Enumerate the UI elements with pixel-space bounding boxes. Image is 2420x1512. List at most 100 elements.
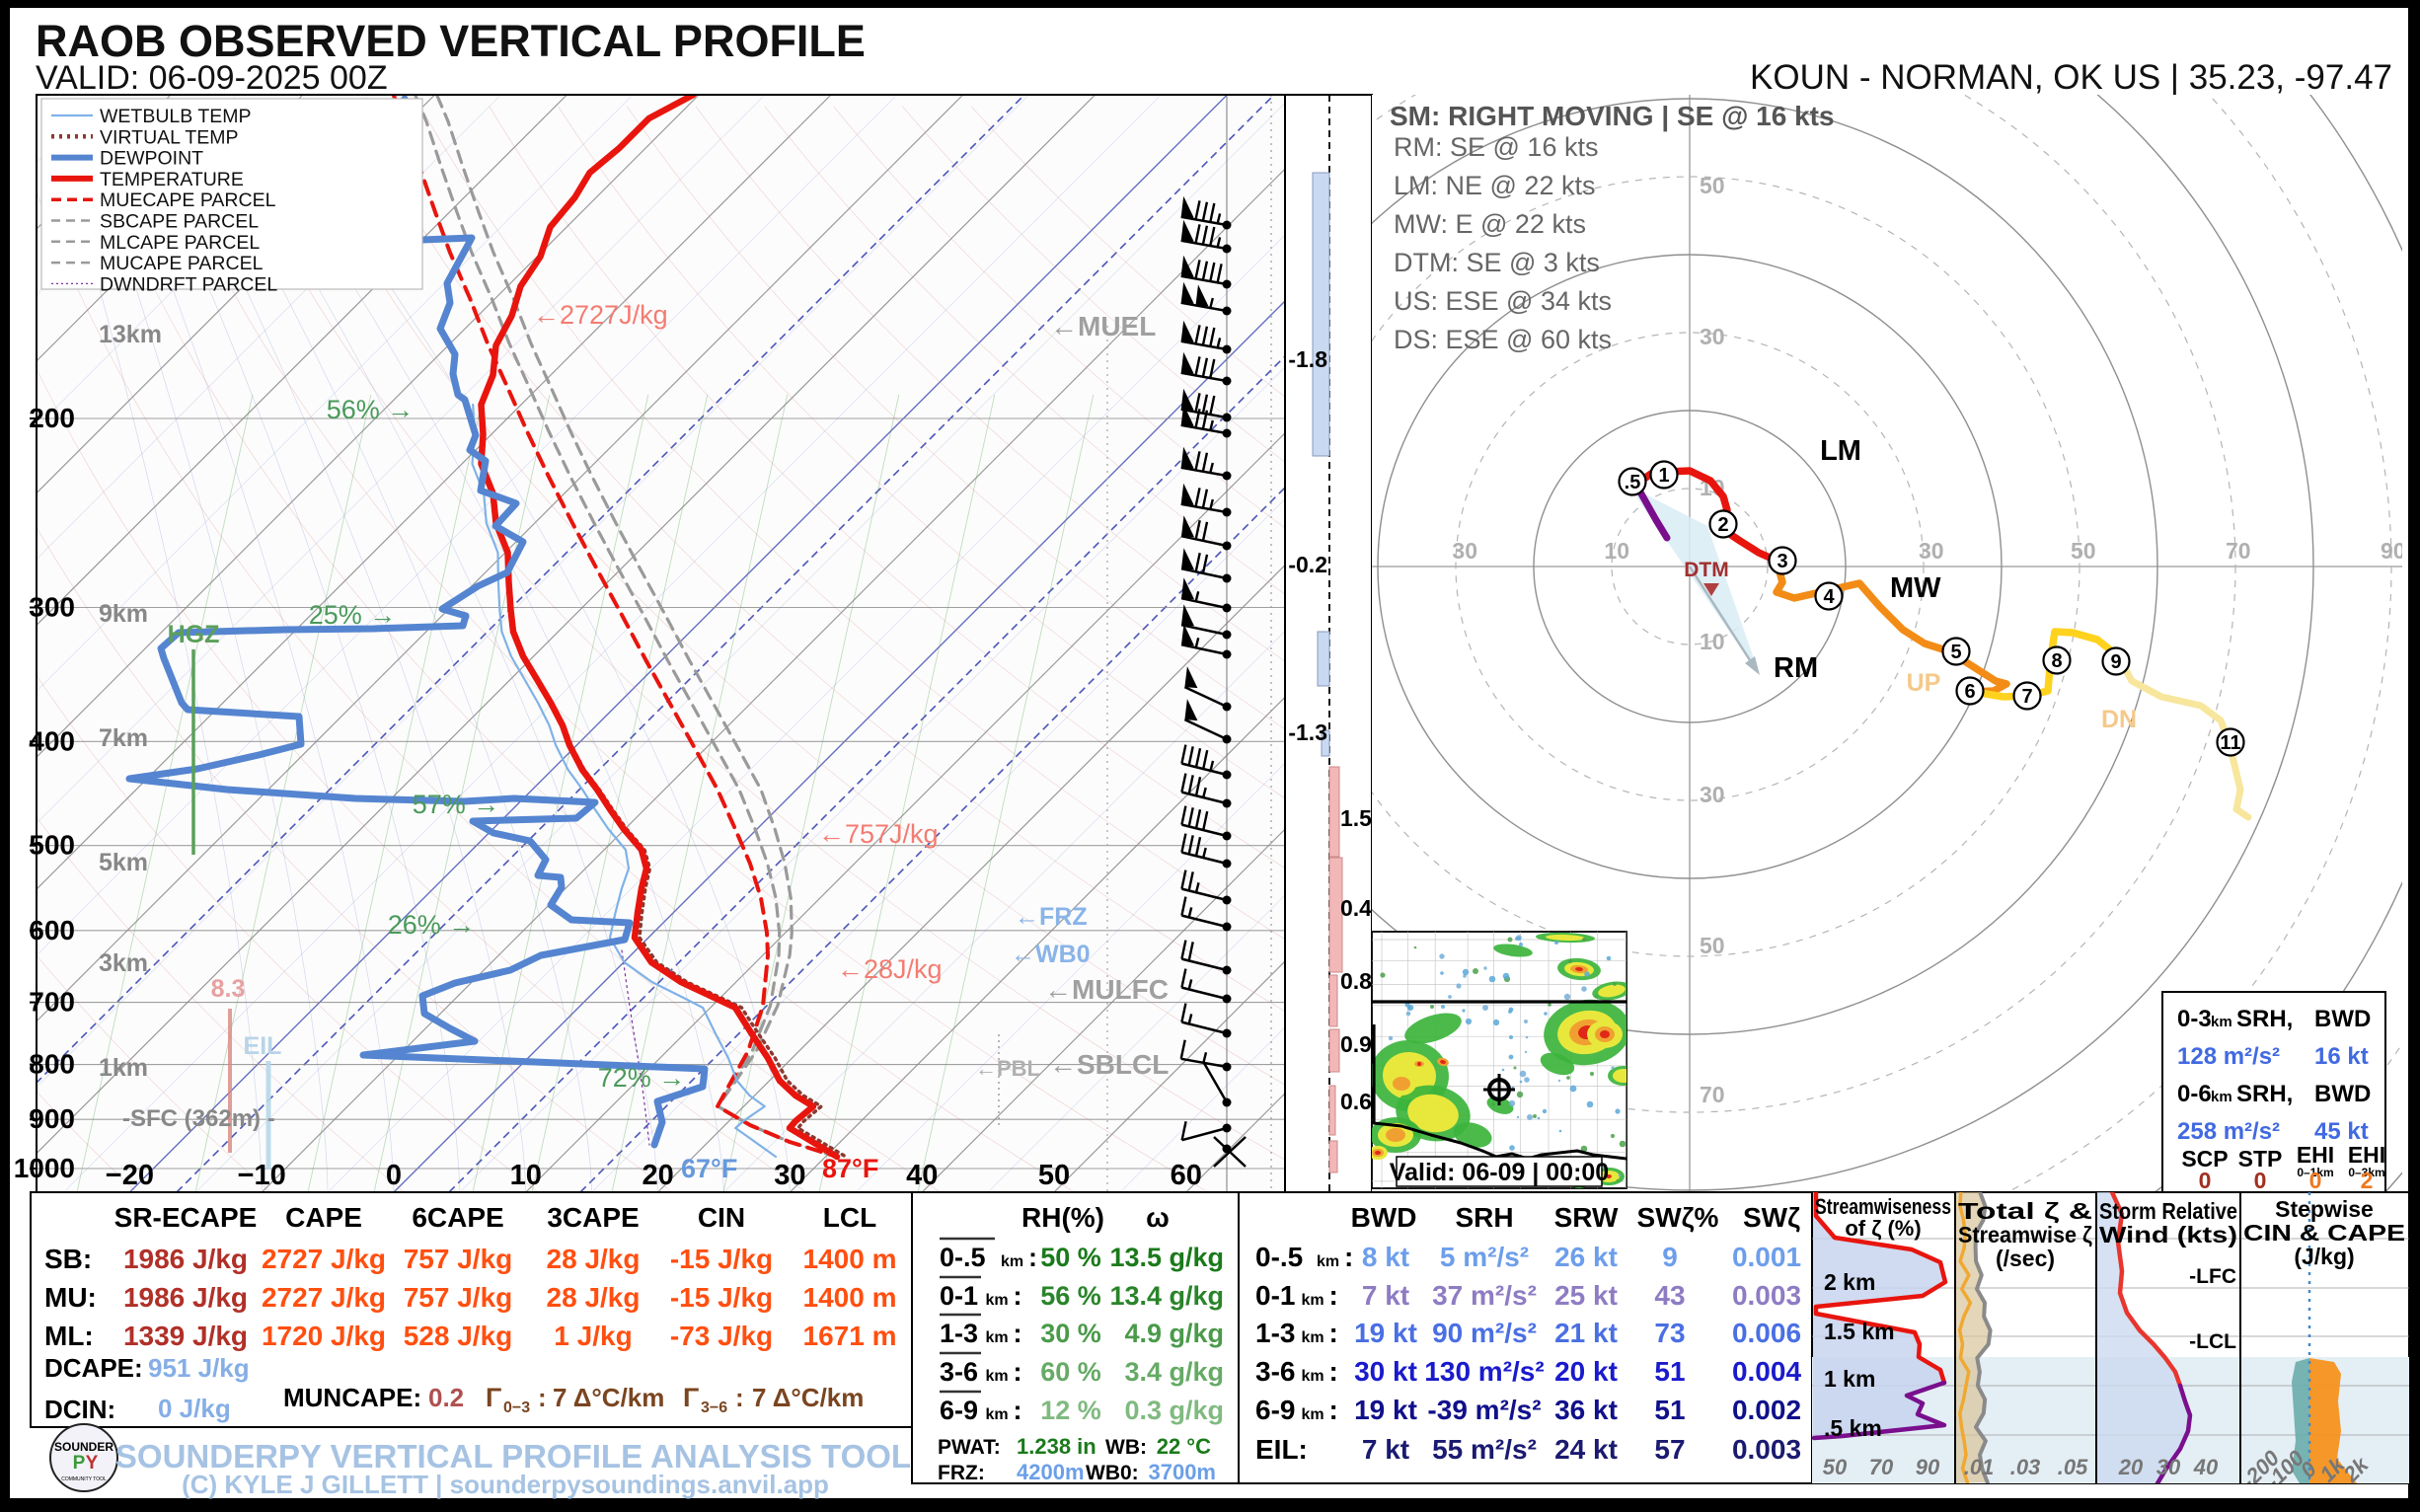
svg-text:-1.8: -1.8 — [1288, 346, 1327, 372]
svg-text:1.238 in: 1.238 in — [1017, 1434, 1097, 1459]
svg-text:40: 40 — [2193, 1455, 2219, 1479]
svg-text:PWAT:: PWAT: — [938, 1436, 1001, 1459]
svg-text:20 kt: 20 kt — [1554, 1356, 1618, 1387]
svg-text:km: km — [2211, 1089, 2232, 1105]
svg-text:45 kt: 45 kt — [2314, 1118, 2369, 1145]
svg-text:ω: ω — [1146, 1202, 1170, 1233]
svg-text:Storm Relative: Storm Relative — [2099, 1198, 2237, 1224]
svg-text:26% →: 26% → — [388, 910, 476, 940]
svg-text:2727 J/kg: 2727 J/kg — [262, 1244, 386, 1274]
svg-text:←757J/kg: ←757J/kg — [818, 819, 939, 849]
svg-text::: : — [1329, 1318, 1338, 1348]
svg-text:km: km — [1302, 1406, 1324, 1423]
svg-text:-15 J/kg: -15 J/kg — [670, 1282, 773, 1313]
svg-text:KOUN - NORMAN, OK US | 35.23,: KOUN - NORMAN, OK US | 35.23, -97.47 — [1750, 58, 2392, 97]
svg-text:28 J/kg: 28 J/kg — [547, 1244, 641, 1274]
svg-text:←MULFC: ←MULFC — [1044, 974, 1169, 1005]
svg-text:LCL: LCL — [823, 1202, 876, 1233]
svg-text:5 m²/s²: 5 m²/s² — [1440, 1242, 1529, 1272]
svg-text:MUNCAPE:: MUNCAPE: — [283, 1383, 421, 1412]
svg-text:CIN & CAPE: CIN & CAPE — [2243, 1220, 2405, 1246]
svg-text:1000: 1000 — [14, 1153, 75, 1183]
svg-text:ML:: ML: — [44, 1321, 94, 1351]
svg-text:30: 30 — [2156, 1455, 2181, 1479]
svg-text:LM: NE @ 22 kts: LM: NE @ 22 kts — [1394, 171, 1595, 200]
svg-text:Total ζ &: Total ζ & — [1958, 1198, 2092, 1224]
svg-text:km: km — [2211, 1014, 2232, 1030]
svg-text:-15 J/kg: -15 J/kg — [670, 1244, 773, 1274]
svg-text:0.006: 0.006 — [1732, 1318, 1801, 1348]
svg-text:SRW: SRW — [1554, 1202, 1619, 1233]
svg-text:1339 J/kg: 1339 J/kg — [123, 1321, 248, 1351]
svg-text:RH(%): RH(%) — [1021, 1202, 1104, 1233]
svg-text:30: 30 — [1919, 538, 1944, 564]
svg-text:.01: .01 — [1964, 1455, 1995, 1479]
svg-text:km: km — [986, 1406, 1009, 1423]
svg-text:1986 J/kg: 1986 J/kg — [123, 1282, 248, 1313]
svg-text:Stepwise: Stepwise — [2275, 1196, 2374, 1222]
svg-text:72% →: 72% → — [598, 1063, 686, 1093]
svg-text:57% →: 57% → — [413, 790, 500, 819]
svg-text:9: 9 — [1662, 1242, 1678, 1272]
svg-text:0-3: 0-3 — [2177, 1006, 2212, 1032]
svg-text:0-1: 0-1 — [1255, 1280, 1295, 1311]
svg-text:SB:: SB: — [44, 1244, 92, 1274]
svg-text:km: km — [986, 1329, 1009, 1346]
svg-text:30: 30 — [1700, 324, 1725, 349]
svg-text:3: 3 — [1777, 551, 1787, 572]
svg-text:8 kt: 8 kt — [1362, 1242, 1409, 1272]
svg-text:6: 6 — [1964, 681, 1975, 703]
svg-text:0-.5: 0-.5 — [1255, 1242, 1303, 1272]
svg-text:.5 km: .5 km — [1824, 1415, 1882, 1441]
svg-text:UP: UP — [1907, 669, 1941, 697]
svg-text:SWζ%: SWζ% — [1637, 1202, 1719, 1233]
svg-text:.5: .5 — [1625, 472, 1641, 493]
svg-text:10: 10 — [1604, 538, 1629, 564]
svg-text:←MUEL: ←MUEL — [1050, 311, 1156, 341]
svg-text:0–1km: 0–1km — [2297, 1166, 2333, 1179]
svg-text:5km: 5km — [99, 849, 148, 876]
svg-text:SOUNDERPY VERTICAL PROFILE ANA: SOUNDERPY VERTICAL PROFILE ANALYSIS TOOL — [115, 1438, 911, 1474]
svg-text:28 J/kg: 28 J/kg — [547, 1282, 641, 1313]
svg-text:DCAPE:: DCAPE: — [44, 1353, 143, 1383]
svg-text:0.6: 0.6 — [1340, 1089, 1372, 1114]
svg-text:DTM: DTM — [1684, 559, 1729, 581]
svg-text::: : — [1028, 1243, 1037, 1272]
svg-text::: : — [1329, 1356, 1338, 1387]
svg-text:(/sec): (/sec) — [1996, 1246, 2055, 1271]
svg-text:90: 90 — [1916, 1455, 1940, 1479]
svg-text:MUECAPE PARCEL: MUECAPE PARCEL — [100, 189, 276, 211]
svg-text:0: 0 — [2254, 1168, 2267, 1193]
svg-text:0.4: 0.4 — [1340, 895, 1372, 921]
svg-text:0.003: 0.003 — [1732, 1280, 1801, 1311]
svg-text:6-9: 6-9 — [1255, 1395, 1295, 1425]
svg-text:COMMUNITY TOOL: COMMUNITY TOOL — [61, 1476, 107, 1482]
svg-text:←WB0: ←WB0 — [1011, 941, 1091, 968]
svg-text:56% →: 56% → — [327, 395, 415, 424]
svg-text:70: 70 — [1869, 1455, 1894, 1479]
svg-text:7 kt: 7 kt — [1362, 1280, 1409, 1311]
svg-text:MLCAPE PARCEL: MLCAPE PARCEL — [100, 232, 260, 254]
svg-text:50: 50 — [1038, 1160, 1070, 1191]
svg-text:9: 9 — [2110, 651, 2121, 673]
svg-text:km: km — [1302, 1292, 1324, 1309]
svg-text:7 kt: 7 kt — [1362, 1434, 1409, 1465]
svg-text:0–3km: 0–3km — [2348, 1166, 2384, 1179]
svg-text:5: 5 — [1950, 642, 1961, 663]
svg-text:6-9: 6-9 — [940, 1396, 978, 1425]
svg-text:DS: ESE @ 60 kts: DS: ESE @ 60 kts — [1394, 325, 1612, 354]
svg-text:←PBL: ←PBL — [975, 1056, 1040, 1081]
svg-text:MW: E @ 22 kts: MW: E @ 22 kts — [1394, 209, 1586, 239]
svg-text:3700m: 3700m — [1148, 1460, 1216, 1484]
svg-text:VALID: 06-09-2025 00Z: VALID: 06-09-2025 00Z — [36, 59, 388, 97]
svg-text:-1.3: -1.3 — [1288, 719, 1327, 745]
svg-text:8.3: 8.3 — [211, 975, 246, 1003]
svg-text:Streamwise ζ: Streamwise ζ — [1958, 1222, 2092, 1247]
svg-text:Valid: 06-09 | 00:00: Valid: 06-09 | 00:00 — [1390, 1159, 1609, 1186]
svg-text:←SBLCL: ←SBLCL — [1049, 1049, 1169, 1080]
svg-text:1 km: 1 km — [1824, 1366, 1875, 1392]
svg-text:0: 0 — [2199, 1168, 2212, 1193]
svg-text:757 J/kg: 757 J/kg — [404, 1244, 513, 1274]
svg-text:25 kt: 25 kt — [1554, 1280, 1618, 1311]
svg-text:13.4 g/kg: 13.4 g/kg — [1109, 1281, 1224, 1311]
